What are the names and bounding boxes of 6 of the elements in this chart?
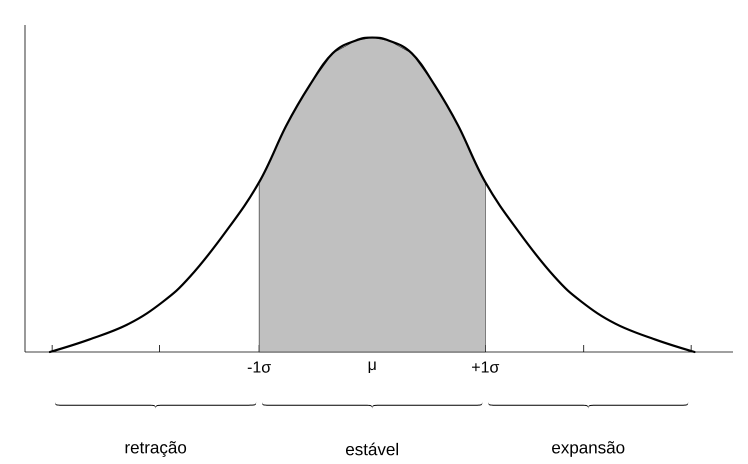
x-tick-label: -1σ [248,362,271,373]
x-tick-label: μ [368,362,376,374]
x-tick-label: +1σ [472,362,500,373]
text: estável [346,442,398,456]
text: expansão [552,441,624,457]
text: retração [126,441,186,457]
